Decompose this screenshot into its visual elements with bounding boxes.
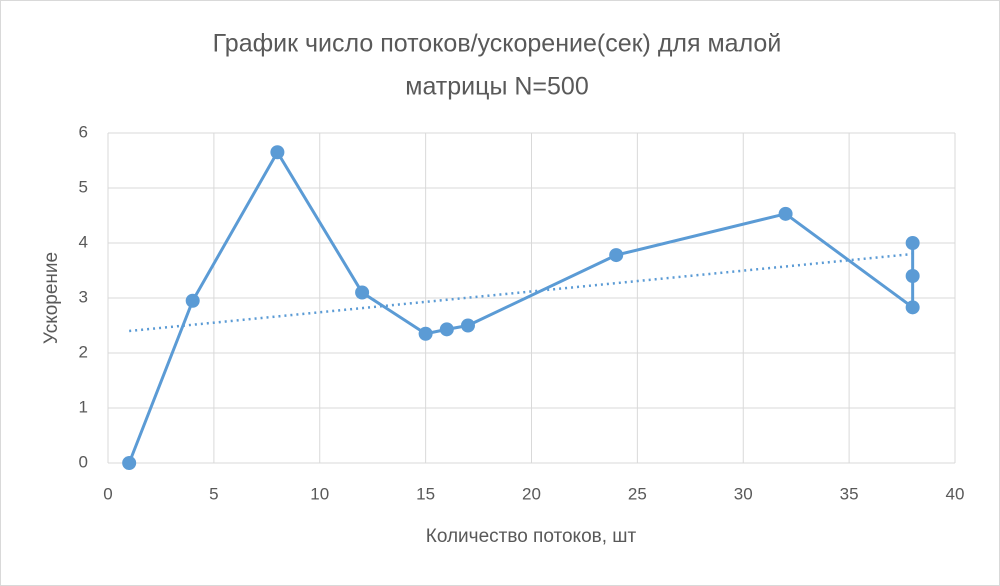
y-axis-label: Ускорение xyxy=(41,252,62,344)
x-tick-label: 5 xyxy=(209,484,218,503)
x-tick-label: 25 xyxy=(628,484,647,503)
data-point xyxy=(122,456,137,470)
data-point xyxy=(418,326,433,341)
x-tick-label: 15 xyxy=(416,484,435,503)
chart-title: матрицы N=500 xyxy=(405,73,588,101)
data-point xyxy=(185,293,200,308)
data-point xyxy=(270,145,285,160)
data-point xyxy=(460,318,475,333)
y-tick-label: 0 xyxy=(79,452,88,471)
x-tick-label: 35 xyxy=(840,484,859,503)
data-point xyxy=(355,285,370,300)
y-tick-label: 4 xyxy=(79,232,88,251)
y-tick-label: 6 xyxy=(79,122,88,141)
y-tick-label: 1 xyxy=(79,397,88,416)
x-tick-label: 40 xyxy=(946,484,965,503)
data-point xyxy=(778,206,793,221)
data-point xyxy=(609,248,624,263)
chart-title: График число потоков/ускорение(сек) для … xyxy=(213,30,782,58)
x-axis-label: Количество потоков, шт xyxy=(426,526,637,547)
x-tick-label: 0 xyxy=(103,484,112,503)
data-point xyxy=(439,322,454,337)
x-tick-label: 10 xyxy=(310,484,329,503)
x-tick-label: 30 xyxy=(734,484,753,503)
y-tick-label: 3 xyxy=(79,287,88,306)
data-point xyxy=(905,236,920,250)
y-tick-label: 5 xyxy=(79,177,88,196)
x-tick-label: 20 xyxy=(522,484,541,503)
data-point xyxy=(905,269,920,283)
y-tick-label: 2 xyxy=(79,342,88,361)
data-point xyxy=(905,300,920,315)
